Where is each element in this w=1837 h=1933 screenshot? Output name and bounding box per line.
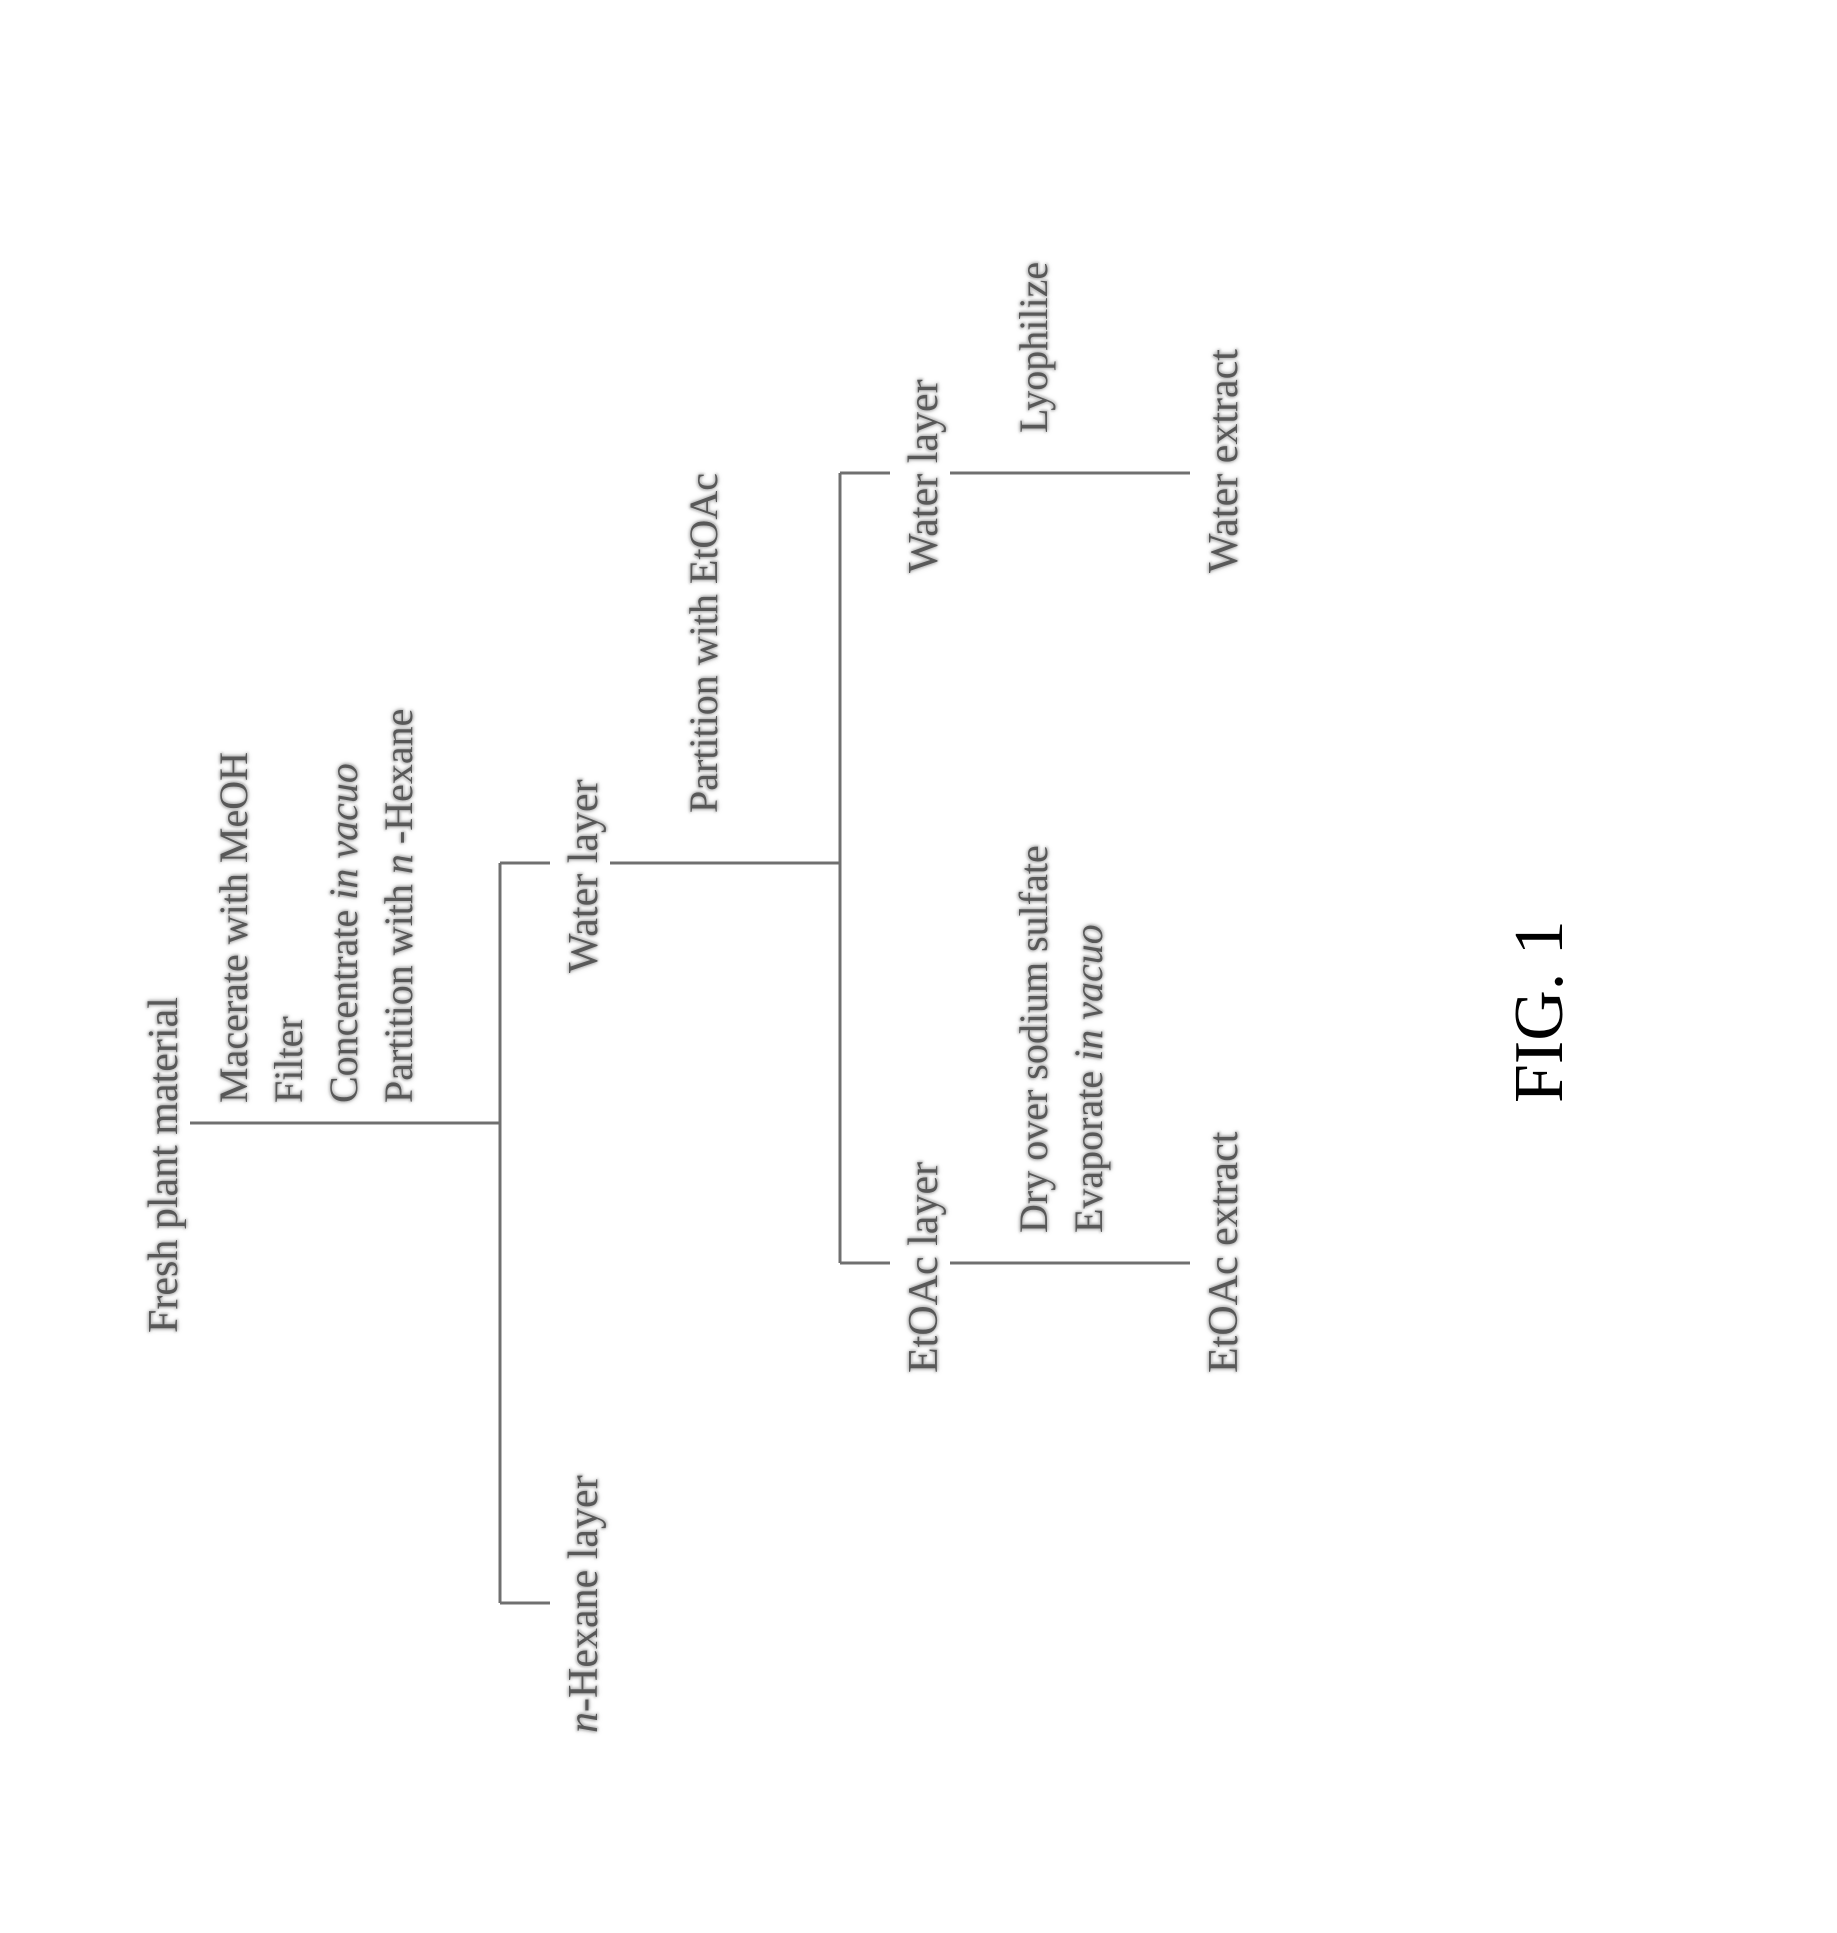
- italic-n: n: [561, 1712, 607, 1733]
- proc-root-3b: in vacuo: [321, 763, 366, 900]
- proc-water2-1: Lyophilize: [1010, 262, 1057, 433]
- proc-root-3a: Concentrate: [321, 900, 366, 1103]
- proc-root-4b: n: [376, 844, 421, 874]
- proc-root-3: Concentrate in vacuo: [320, 763, 367, 1103]
- proc-etoac-2a: Evaporate: [1066, 1061, 1111, 1233]
- node-hexane: n-Hexane layer: [560, 1475, 608, 1733]
- figure-label: FIG. 1: [1500, 920, 1580, 1103]
- hexane-rest: -Hexane layer: [561, 1475, 607, 1712]
- proc-root-4c: -Hexane: [376, 709, 421, 844]
- node-etoac: EtOAc layer: [900, 1162, 948, 1373]
- node-water-ext: Water extract: [1200, 349, 1248, 573]
- node-water1: Water layer: [560, 779, 608, 973]
- proc-etoac-1: Dry over sodium sulfate: [1010, 845, 1057, 1233]
- proc-root-4: Partition with n -Hexane: [375, 709, 422, 1103]
- proc-etoac-2: Evaporate in vacuo: [1065, 924, 1112, 1233]
- proc-etoac-2b: in vacuo: [1066, 924, 1111, 1061]
- node-root: Fresh plant material: [140, 997, 188, 1333]
- proc-root-2: Filter: [265, 1016, 312, 1103]
- node-water2: Water layer: [900, 379, 948, 573]
- proc-root-1: Macerate with MeOH: [210, 752, 257, 1103]
- node-etoac-ext: EtOAc extract: [1200, 1132, 1248, 1373]
- proc-root-4a: Partition with: [376, 874, 421, 1103]
- proc-water1-1: Partition with EtOAc: [680, 473, 727, 813]
